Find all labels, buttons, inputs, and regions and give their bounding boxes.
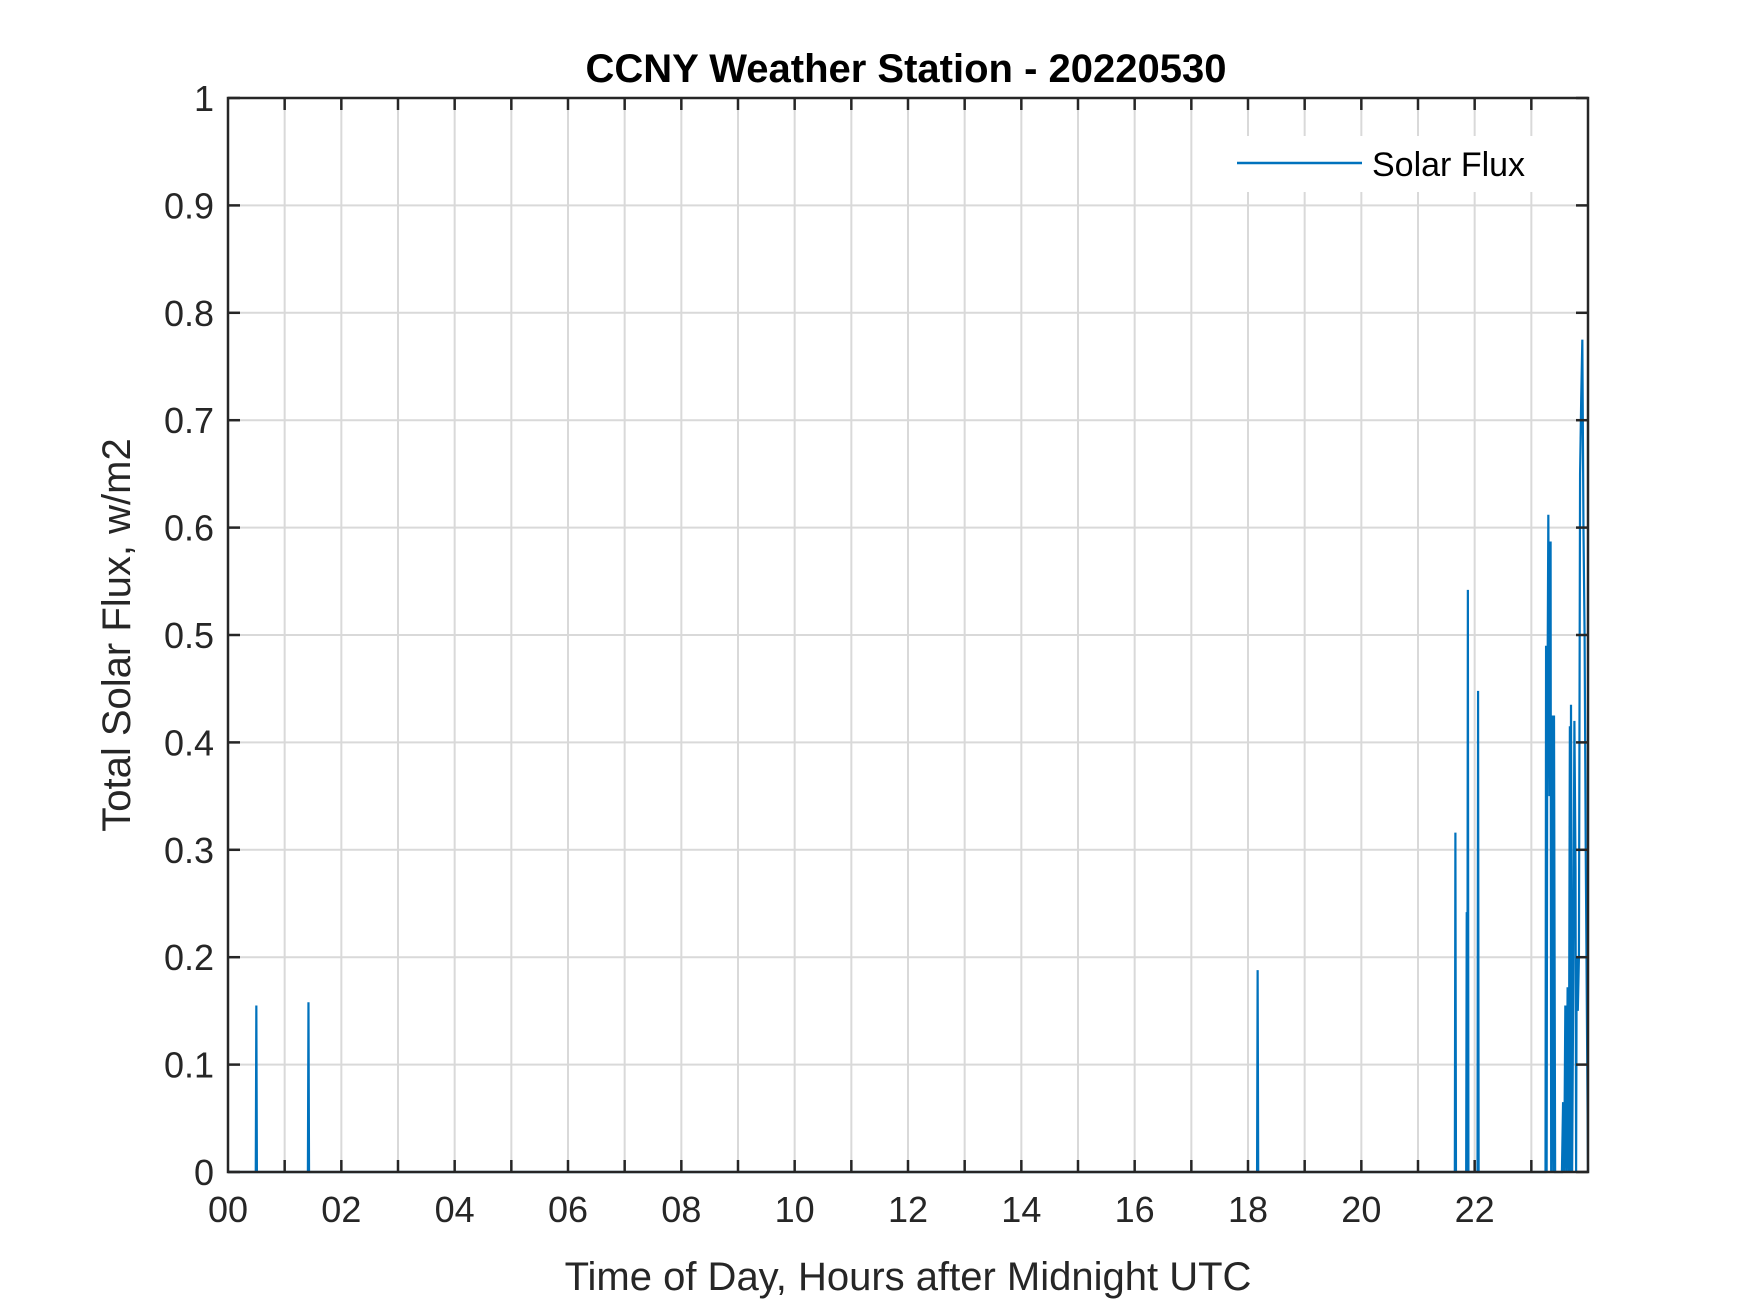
legend-label-solar-flux: Solar Flux [1372,146,1525,184]
y-tick-label: 1 [194,78,214,119]
y-axis-label: Total Solar Flux, w/m2 [95,438,139,831]
chart-title: CCNY Weather Station - 20220530 [586,47,1227,91]
x-tick-label: 16 [1115,1189,1155,1230]
series-line-solar-flux [228,339,1590,1174]
y-tick-label: 0.1 [164,1045,214,1086]
x-tick-label: 18 [1228,1189,1268,1230]
axis-ticks: 00 02 04 06 08 10 12 14 16 18 20 22 0 0.1 0.2 0.3 0.4 0.5… [164,78,1588,1230]
x-tick-label: 22 [1455,1189,1495,1230]
y-tick-label: 0.5 [164,615,214,656]
legend: Solar Flux [1225,136,1565,192]
y-tick-label: 0 [194,1152,214,1193]
x-tick-label: 04 [435,1189,475,1230]
y-tick-label: 0.7 [164,400,214,441]
x-tick-label: 06 [548,1189,588,1230]
x-tick-label: 02 [321,1189,361,1230]
y-tick-label: 0.3 [164,830,214,871]
y-tick-label: 0.4 [164,722,214,763]
y-tick-label: 0.8 [164,293,214,334]
x-tick-label: 08 [661,1189,701,1230]
x-tick-label: 10 [775,1189,815,1230]
y-tick-label: 0.6 [164,508,214,549]
y-tick-label: 0.2 [164,937,214,978]
x-axis-label: Time of Day, Hours after Midnight UTC [565,1255,1252,1299]
y-tick-label: 0.9 [164,185,214,226]
grid [228,98,1588,1172]
x-tick-label: 20 [1341,1189,1381,1230]
x-tick-label: 12 [888,1189,928,1230]
x-tick-label: 00 [208,1189,248,1230]
x-tick-label: 14 [1001,1189,1041,1230]
series-layer [228,339,1590,1174]
